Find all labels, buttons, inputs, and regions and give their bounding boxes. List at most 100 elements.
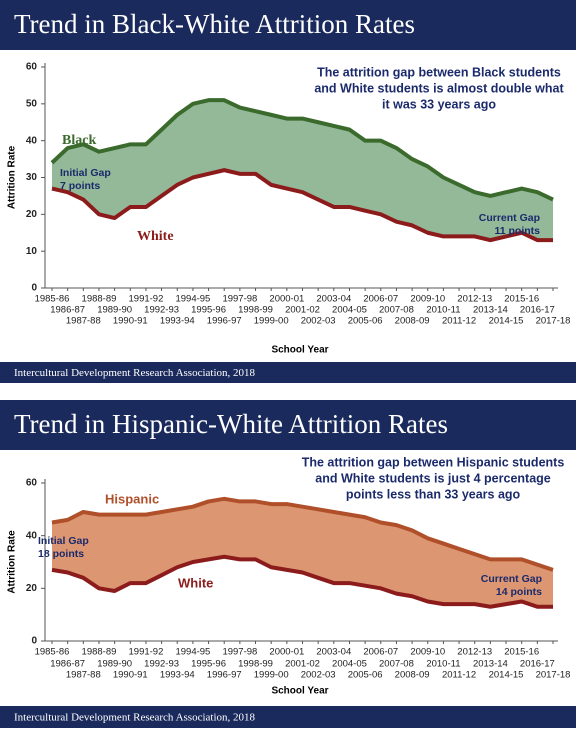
annotation: and White students is just 4 percentage — [315, 471, 551, 485]
series-label: Hispanic — [105, 491, 159, 506]
current-gap: 14 points — [496, 586, 542, 598]
y-tick-label: 50 — [26, 98, 38, 109]
x-tick-label: 2012-13 — [457, 294, 492, 305]
annotation: The attrition gap between Hispanic stude… — [302, 455, 565, 469]
source-banner — [0, 706, 576, 728]
x-tick-label: 2003-04 — [316, 647, 351, 658]
x-tick-label: 2009-10 — [410, 647, 445, 658]
series-line — [51, 168, 553, 243]
y-tick-label: 40 — [26, 530, 38, 541]
y-tick-label: 20 — [26, 209, 38, 220]
series-label: White — [137, 229, 174, 244]
x-tick-label: 1986-87 — [50, 305, 85, 316]
x-tick-label: 2015-16 — [504, 294, 539, 305]
title-banner — [0, 0, 576, 50]
x-tick-label: 2005-06 — [348, 670, 383, 681]
x-tick-label: 1996-97 — [207, 316, 242, 327]
x-tick-label: 2007-08 — [379, 659, 414, 670]
initial-gap: 7 points — [60, 180, 100, 192]
x-tick-label: 2015-16 — [504, 647, 539, 658]
x-tick-label: 1995-96 — [191, 659, 226, 670]
x-tick-label: 1985-86 — [35, 647, 70, 658]
source: Intercultural Development Research Assoc… — [14, 367, 256, 379]
x-tick-label: 2006-07 — [363, 647, 398, 658]
x-tick-label: 1990-91 — [113, 670, 148, 681]
current-gap: 11 points — [494, 225, 540, 237]
y-axis-label: Attrition Rate — [7, 530, 18, 594]
x-tick-label: 1999-00 — [254, 316, 289, 327]
x-tick-label: 1994-95 — [175, 294, 210, 305]
x-tick-label: 1998-99 — [238, 305, 273, 316]
annotation: points less than 33 years ago — [346, 487, 521, 501]
x-tick-label: 2006-07 — [363, 294, 398, 305]
x-tick-label: 2002-03 — [301, 316, 336, 327]
x-tick-label: 1989-90 — [97, 659, 132, 670]
initial-gap: 18 points — [38, 548, 84, 560]
x-tick-label: 2004-05 — [332, 659, 367, 670]
x-tick-label: 1987-88 — [66, 670, 101, 681]
x-axis-label: School Year — [271, 345, 328, 356]
x-tick-label: 2003-04 — [316, 294, 351, 305]
x-tick-label: 2010-11 — [426, 305, 460, 316]
annotation: it was 33 years ago — [382, 97, 496, 111]
x-tick-label: 2009-10 — [410, 294, 445, 305]
x-tick-label: 1993-94 — [160, 316, 195, 327]
x-tick-label: 1987-88 — [66, 316, 101, 327]
x-tick-label: 1988-89 — [82, 647, 117, 658]
x-tick-label: 2017-18 — [536, 316, 571, 327]
source: Intercultural Development Research Assoc… — [14, 712, 256, 724]
series-label: Black — [62, 133, 96, 148]
x-tick-label: 2004-05 — [332, 305, 367, 316]
initial-gap: Initial Gap — [38, 535, 89, 547]
series-line — [51, 496, 554, 572]
x-tick-label: 1997-98 — [222, 647, 257, 658]
chart-title: Trend in Black-White Attrition Rates — [14, 9, 415, 39]
gap-area — [52, 498, 553, 607]
y-tick-label: 0 — [31, 636, 37, 647]
x-tick-label: 1992-93 — [144, 659, 179, 670]
x-tick-label: 1999-00 — [254, 670, 289, 681]
x-tick-label: 2000-01 — [269, 647, 304, 658]
x-tick-label: 1992-93 — [144, 305, 179, 316]
initial-gap: Initial Gap — [60, 167, 111, 179]
current-gap: Current Gap — [481, 573, 542, 585]
y-tick-label: 40 — [26, 135, 38, 146]
x-tick-label: 1986-87 — [50, 659, 85, 670]
x-tick-label: 2007-08 — [379, 305, 414, 316]
x-axis-label: School Year — [271, 686, 328, 697]
x-tick-label: 2008-09 — [395, 670, 430, 681]
x-tick-label: 2011-12 — [442, 670, 476, 681]
x-tick-label: 2014-15 — [489, 670, 524, 681]
x-tick-label: 2000-01 — [269, 294, 304, 305]
y-tick-label: 30 — [26, 172, 38, 183]
x-tick-label: 1988-89 — [82, 294, 117, 305]
x-tick-label: 2013-14 — [473, 305, 508, 316]
x-tick-label: 2001-02 — [285, 305, 320, 316]
gap-area — [52, 100, 553, 241]
x-tick-label: 2012-13 — [457, 647, 492, 658]
y-tick-label: 10 — [26, 246, 38, 257]
x-tick-label: 2017-18 — [536, 670, 571, 681]
y-tick-label: 0 — [31, 283, 37, 294]
series-line — [50, 98, 554, 202]
x-tick-label: 2001-02 — [285, 659, 320, 670]
x-tick-label: 1985-86 — [35, 294, 70, 305]
x-tick-label: 1995-96 — [191, 305, 226, 316]
x-tick-label: 2011-12 — [442, 316, 476, 327]
series-label: White — [178, 575, 213, 590]
x-tick-label: 1989-90 — [97, 305, 132, 316]
y-tick-label: 60 — [26, 478, 38, 489]
x-tick-label: 2016-17 — [520, 305, 555, 316]
x-tick-label: 2010-11 — [426, 659, 460, 670]
x-tick-label: 2002-03 — [301, 670, 336, 681]
y-tick-label: 20 — [26, 583, 38, 594]
source-banner — [0, 362, 576, 383]
x-tick-label: 2016-17 — [520, 659, 555, 670]
chart-title: Trend in Hispanic-White Attrition Rates — [14, 409, 448, 439]
x-tick-label: 2008-09 — [395, 316, 430, 327]
current-gap: Current Gap — [479, 212, 540, 224]
x-tick-label: 1993-94 — [160, 670, 195, 681]
x-tick-label: 1997-98 — [222, 294, 257, 305]
y-tick-label: 60 — [26, 62, 38, 73]
